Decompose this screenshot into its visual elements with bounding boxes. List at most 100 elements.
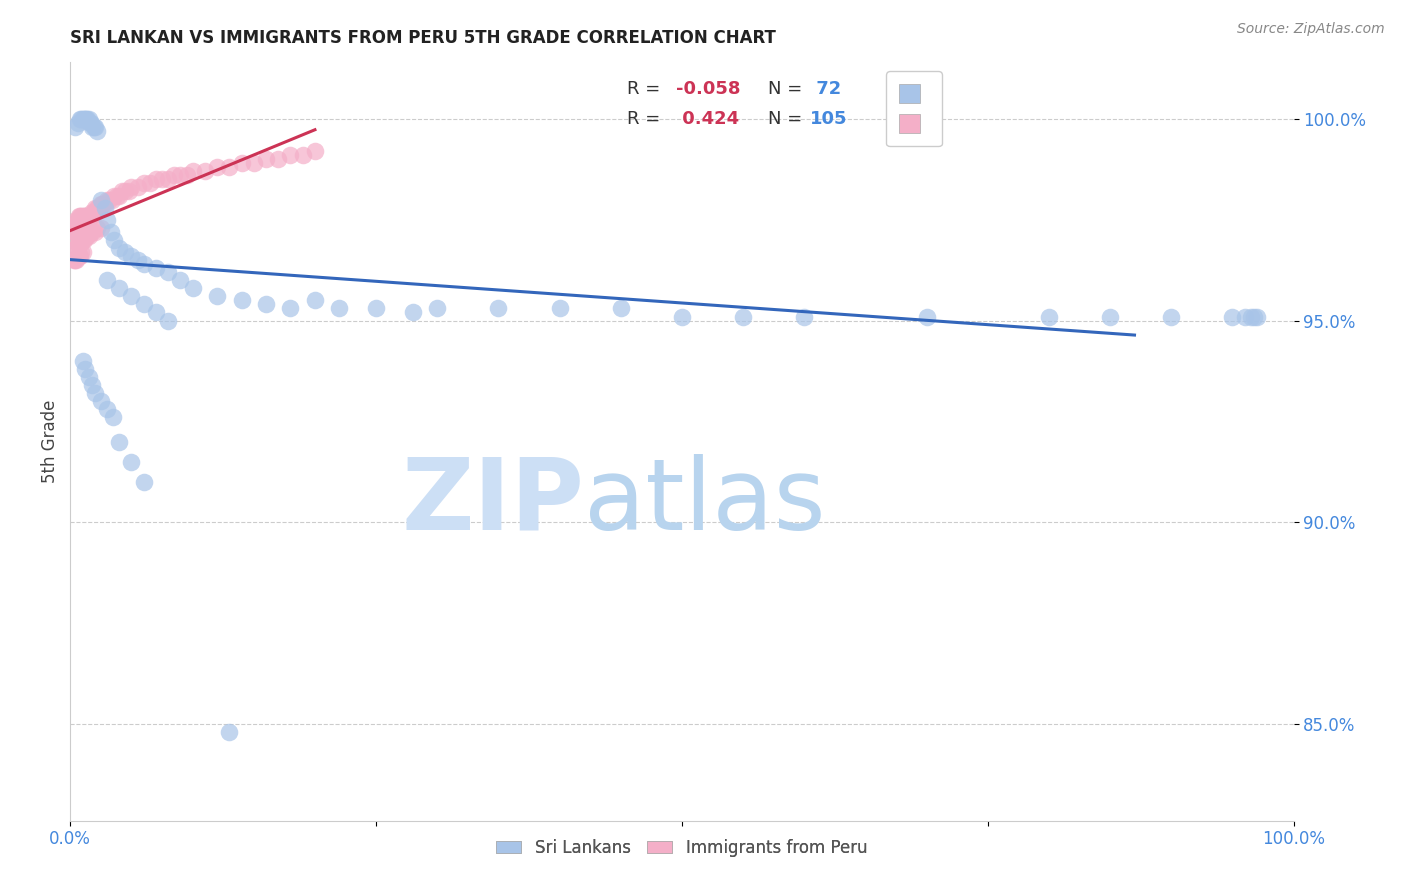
Point — [280, 148, 302, 162]
Point — [66, 217, 89, 231]
Point — [328, 301, 350, 316]
Point — [89, 201, 111, 215]
Point — [69, 236, 91, 251]
Point — [108, 434, 131, 449]
Point — [231, 293, 253, 308]
Point — [1220, 310, 1243, 324]
Point — [169, 273, 191, 287]
Text: R =: R = — [627, 80, 666, 98]
Point — [72, 354, 94, 368]
Point — [67, 249, 90, 263]
Point — [70, 212, 93, 227]
Point — [84, 204, 107, 219]
Y-axis label: 5th Grade: 5th Grade — [41, 400, 59, 483]
Point — [132, 257, 155, 271]
Point — [145, 172, 167, 186]
Point — [73, 112, 96, 126]
Point — [63, 241, 86, 255]
Point — [70, 209, 93, 223]
Point — [163, 169, 186, 183]
Point — [80, 209, 103, 223]
Point — [93, 201, 115, 215]
Point — [67, 225, 90, 239]
Point — [267, 153, 290, 167]
Point — [75, 209, 97, 223]
Point — [157, 172, 180, 186]
Point — [90, 394, 112, 409]
Point — [67, 236, 90, 251]
Point — [90, 196, 112, 211]
Point — [72, 244, 94, 259]
Point — [70, 112, 93, 126]
Point — [76, 228, 98, 243]
Point — [66, 249, 89, 263]
Point — [70, 244, 93, 259]
Point — [96, 212, 118, 227]
Point — [96, 273, 118, 287]
Point — [63, 253, 86, 268]
Point — [76, 209, 98, 223]
Point — [75, 217, 97, 231]
Point — [291, 148, 314, 162]
Point — [73, 212, 96, 227]
Point — [90, 193, 112, 207]
Point — [304, 293, 326, 308]
Point — [610, 301, 633, 316]
Point — [254, 153, 277, 167]
Point — [426, 301, 449, 316]
Point — [63, 217, 86, 231]
Point — [1160, 310, 1182, 324]
Point — [231, 156, 253, 170]
Point — [67, 217, 90, 231]
Point — [73, 217, 96, 231]
Point — [96, 402, 118, 417]
Point — [169, 169, 191, 183]
Point — [65, 225, 87, 239]
Point — [79, 209, 101, 223]
Point — [101, 193, 124, 207]
Point — [132, 475, 155, 489]
Point — [121, 180, 143, 194]
Point — [69, 209, 91, 223]
Point — [65, 241, 87, 255]
Point — [105, 188, 128, 202]
Point — [73, 228, 96, 243]
Point — [93, 196, 115, 211]
Point — [73, 209, 96, 223]
Point — [114, 244, 136, 259]
Point — [100, 225, 122, 239]
Point — [83, 204, 105, 219]
Point — [194, 164, 217, 178]
Point — [79, 225, 101, 239]
Point — [118, 185, 141, 199]
Point — [139, 177, 162, 191]
Point — [63, 225, 86, 239]
Point — [63, 253, 86, 268]
Text: N =: N = — [768, 111, 807, 128]
Point — [103, 188, 125, 202]
Point — [76, 112, 98, 126]
Point — [72, 212, 94, 227]
Point — [176, 169, 198, 183]
Point — [111, 185, 134, 199]
Point — [77, 209, 100, 223]
Point — [86, 201, 108, 215]
Point — [75, 112, 97, 126]
Point — [1233, 310, 1256, 324]
Point — [65, 212, 87, 227]
Point — [69, 249, 91, 263]
Point — [103, 233, 125, 247]
Point — [83, 120, 105, 134]
Point — [72, 225, 94, 239]
Point — [66, 116, 89, 130]
Point — [254, 297, 277, 311]
Legend: Sri Lankans, Immigrants from Peru: Sri Lankans, Immigrants from Peru — [488, 830, 876, 865]
Point — [127, 253, 149, 268]
Point — [69, 112, 91, 126]
Point — [733, 310, 755, 324]
Point — [366, 301, 388, 316]
Point — [218, 725, 240, 739]
Point — [65, 217, 87, 231]
Point — [181, 164, 204, 178]
Point — [915, 310, 938, 324]
